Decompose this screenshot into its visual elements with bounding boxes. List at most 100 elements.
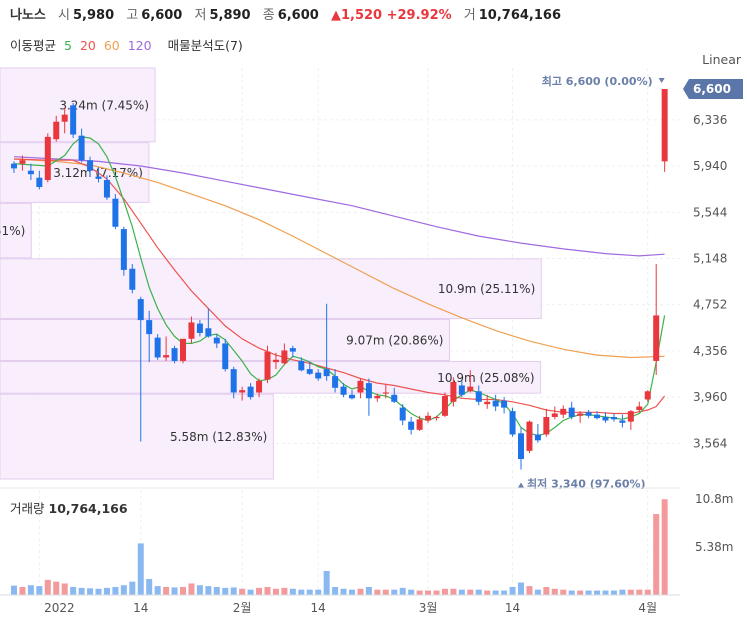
volume-bar xyxy=(289,588,296,595)
ma-legend[interactable]: 이동평균 5 20 60 120 매물분석도(7) xyxy=(10,35,247,54)
low-marker-label: 최저 3,340 (97.60%) xyxy=(527,476,646,490)
candle-body xyxy=(636,406,643,410)
ma5-line xyxy=(13,136,666,437)
volume-bar xyxy=(61,583,68,595)
candle-body xyxy=(374,395,381,399)
candle-body xyxy=(416,419,423,430)
volume-bar xyxy=(492,590,499,595)
volume-bar xyxy=(501,590,508,595)
candle-body xyxy=(120,229,127,270)
low-price: 5,890 xyxy=(209,8,251,23)
candle-body xyxy=(281,350,288,364)
volume-bar xyxy=(467,589,474,595)
volume-bar xyxy=(323,570,330,595)
volume-label: 거 xyxy=(463,8,476,23)
volume-bar xyxy=(281,587,288,595)
candle-body xyxy=(357,380,364,393)
volume-bar xyxy=(416,590,423,595)
volume-profile-bar xyxy=(0,202,32,259)
volume-bar xyxy=(653,514,660,595)
x-tick-label: 2022 xyxy=(44,601,75,615)
volume-bar xyxy=(450,588,457,595)
high-price: 6,600 xyxy=(141,8,183,23)
volume-bar xyxy=(610,590,617,595)
candle-body xyxy=(382,392,389,394)
y-tick-label: 3,564 xyxy=(693,436,727,450)
ma120-legend: 120 xyxy=(127,38,152,53)
volume-bar xyxy=(78,587,85,595)
volume-bar xyxy=(399,587,406,595)
volume-bar xyxy=(137,543,144,595)
volume-bar xyxy=(44,579,51,595)
candle-body xyxy=(256,380,263,393)
scale-toggle[interactable]: Linear xyxy=(702,52,741,67)
volume-bar xyxy=(230,587,237,595)
candle-body xyxy=(450,381,457,402)
candle-body xyxy=(230,369,237,393)
candle-body xyxy=(188,322,195,339)
candle-body xyxy=(27,170,34,175)
volume-bar xyxy=(577,590,584,595)
close-label: 종 xyxy=(262,8,275,23)
candle-body xyxy=(44,136,51,181)
volume-bar xyxy=(619,589,626,595)
volume-bar xyxy=(627,589,634,595)
volume-bar xyxy=(526,586,533,595)
volume-bar xyxy=(340,588,347,595)
volume-tick-label: 10.8m xyxy=(695,492,733,506)
volume-bar xyxy=(644,589,651,595)
candle-body xyxy=(594,414,601,419)
volume-bar xyxy=(222,587,229,595)
candle-body xyxy=(501,400,508,408)
volume-bar xyxy=(112,586,119,595)
candle-body xyxy=(568,407,575,417)
volume-bar xyxy=(205,586,212,595)
candle-body xyxy=(644,391,651,400)
volume-bar xyxy=(408,589,415,595)
low-marker-arrow xyxy=(518,482,524,488)
volume-bar xyxy=(518,582,524,595)
volume-bar xyxy=(11,585,17,595)
ma20-legend: 20 xyxy=(79,38,96,53)
volume-profile-label: 9.07m (20.86%) xyxy=(346,334,443,348)
candle-body xyxy=(458,385,465,395)
candle-body xyxy=(585,412,592,416)
candle-body xyxy=(171,348,178,361)
candle-body xyxy=(70,105,77,135)
candle-body xyxy=(509,411,516,435)
volume-bar xyxy=(239,588,246,595)
candle-body xyxy=(365,383,372,399)
candle-body xyxy=(247,386,254,398)
candle-body xyxy=(272,359,279,363)
volume-panel-value: 10,764,166 xyxy=(48,501,128,516)
volume-bar xyxy=(594,590,601,595)
volume-profile-legend: 매물분석도(7) xyxy=(167,38,243,53)
volume-bar xyxy=(551,588,558,595)
volume-bar xyxy=(602,590,609,595)
candle-body xyxy=(163,355,170,358)
candle-body xyxy=(492,400,499,407)
candle-body xyxy=(349,394,355,399)
candle-body xyxy=(526,421,533,451)
ma120-line xyxy=(13,156,665,257)
volume-bar xyxy=(391,589,398,595)
candle-body xyxy=(11,163,17,169)
candle-body xyxy=(653,315,660,361)
open-price: 5,980 xyxy=(73,8,115,23)
candle-body xyxy=(484,401,491,405)
volume-bar xyxy=(441,588,448,595)
volume-bar xyxy=(306,589,313,595)
stock-header: 나노스 시 5,980 고 6,600 저 5,890 종 6,600 ▲1,520 +… xyxy=(10,4,569,23)
volume-bar xyxy=(568,590,575,595)
volume-bar xyxy=(332,586,339,595)
volume-profile-label: 657k (1.51%) xyxy=(0,224,25,238)
candle-body xyxy=(323,369,330,377)
volume-bar xyxy=(374,589,381,595)
ma60-line xyxy=(13,158,665,359)
volume-tick-label: 5.38m xyxy=(695,540,733,554)
candle-body xyxy=(298,360,305,371)
candle-body xyxy=(306,369,313,374)
volume-bar xyxy=(70,586,77,595)
low-label: 저 xyxy=(194,8,207,23)
